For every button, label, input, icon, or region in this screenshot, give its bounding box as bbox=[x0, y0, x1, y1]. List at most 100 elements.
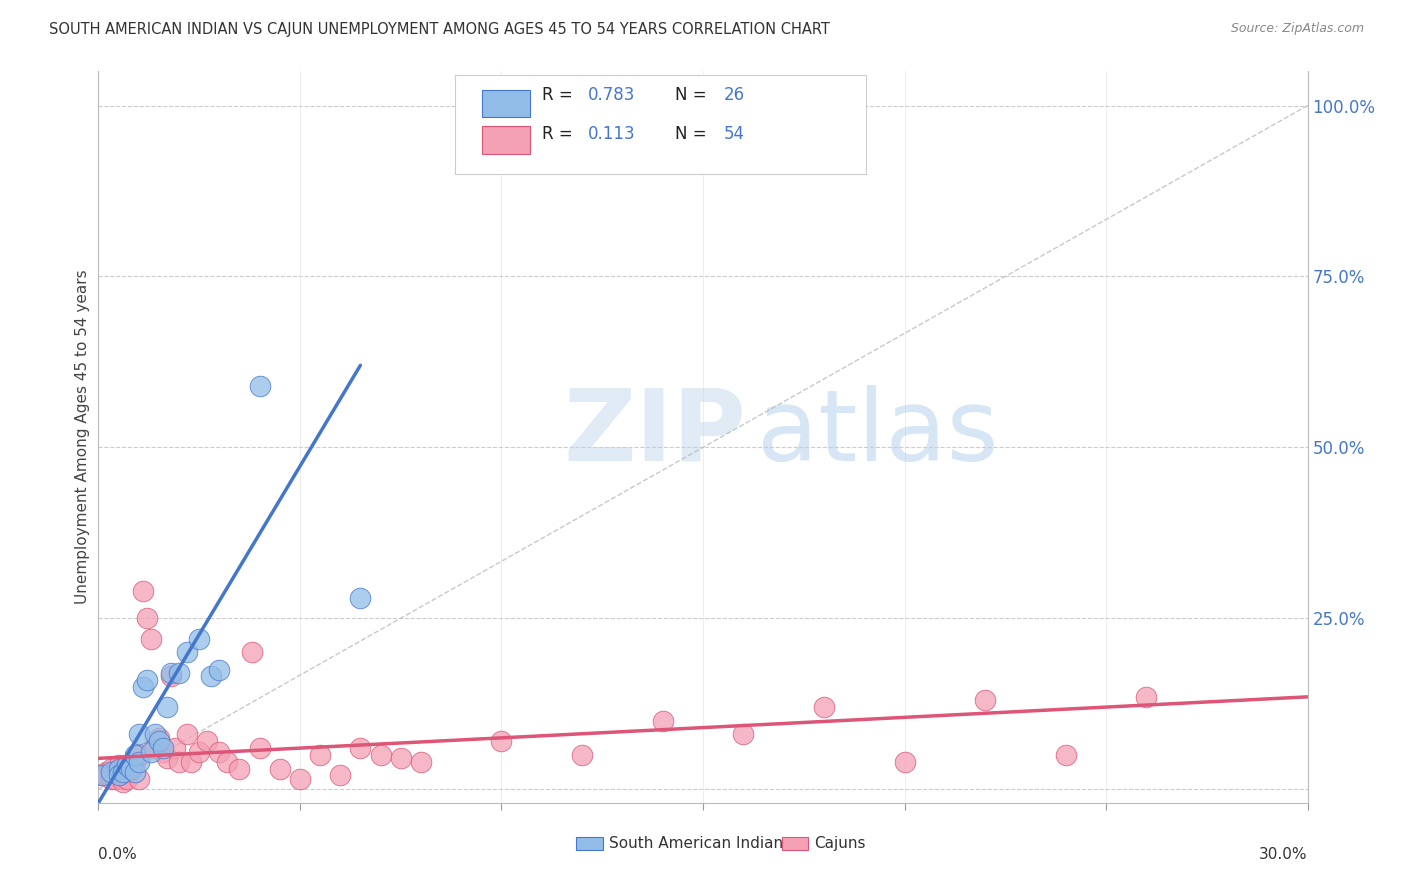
Point bbox=[135, 673, 157, 687]
Point bbox=[217, 755, 239, 769]
Text: South American Indians: South American Indians bbox=[609, 836, 790, 851]
Point bbox=[143, 741, 166, 756]
Point bbox=[329, 768, 352, 782]
Point bbox=[240, 645, 263, 659]
Point bbox=[103, 765, 125, 780]
Point bbox=[128, 772, 150, 786]
Point bbox=[176, 645, 198, 659]
Point bbox=[491, 734, 513, 748]
Text: 30.0%: 30.0% bbox=[1260, 847, 1308, 862]
Point bbox=[208, 745, 231, 759]
Point bbox=[269, 762, 291, 776]
Text: N =: N = bbox=[675, 125, 707, 143]
Point bbox=[195, 734, 218, 748]
Point bbox=[111, 772, 134, 786]
Point bbox=[389, 751, 412, 765]
Text: 0.113: 0.113 bbox=[588, 125, 636, 143]
Y-axis label: Unemployment Among Ages 45 to 54 years: Unemployment Among Ages 45 to 54 years bbox=[75, 269, 90, 605]
Point bbox=[96, 768, 118, 782]
Point bbox=[107, 762, 129, 776]
Point bbox=[571, 747, 593, 762]
Point bbox=[91, 768, 114, 782]
Text: R =: R = bbox=[543, 87, 572, 104]
Point bbox=[100, 772, 122, 786]
Point bbox=[115, 765, 138, 780]
Point bbox=[111, 765, 134, 780]
Point bbox=[974, 693, 997, 707]
Point bbox=[111, 762, 134, 776]
Point bbox=[148, 734, 170, 748]
Text: Cajuns: Cajuns bbox=[814, 836, 866, 851]
Point bbox=[152, 745, 174, 759]
Point bbox=[148, 731, 170, 745]
Point bbox=[107, 758, 129, 772]
Point bbox=[107, 768, 129, 782]
Point bbox=[893, 755, 915, 769]
Point bbox=[180, 755, 202, 769]
Point bbox=[132, 583, 155, 598]
Point bbox=[309, 747, 332, 762]
FancyBboxPatch shape bbox=[782, 838, 808, 850]
Text: atlas: atlas bbox=[758, 385, 1000, 482]
Point bbox=[208, 663, 231, 677]
Text: 26: 26 bbox=[724, 87, 745, 104]
Point bbox=[813, 700, 835, 714]
Point bbox=[115, 772, 138, 786]
Text: ZIP: ZIP bbox=[564, 385, 747, 482]
Point bbox=[124, 765, 146, 780]
Point bbox=[103, 772, 125, 786]
Point bbox=[124, 755, 146, 769]
Text: SOUTH AMERICAN INDIAN VS CAJUN UNEMPLOYMENT AMONG AGES 45 TO 54 YEARS CORRELATIO: SOUTH AMERICAN INDIAN VS CAJUN UNEMPLOYM… bbox=[49, 22, 830, 37]
Point bbox=[163, 741, 186, 756]
Point bbox=[409, 755, 432, 769]
Point bbox=[120, 758, 142, 772]
Point bbox=[143, 727, 166, 741]
Text: 54: 54 bbox=[724, 125, 745, 143]
Point bbox=[107, 768, 129, 782]
Point bbox=[96, 765, 118, 780]
Point bbox=[651, 714, 673, 728]
Point bbox=[167, 755, 190, 769]
Point bbox=[370, 747, 392, 762]
Point bbox=[200, 669, 222, 683]
Point bbox=[128, 755, 150, 769]
Point bbox=[152, 741, 174, 756]
Point bbox=[188, 745, 211, 759]
Point bbox=[91, 768, 114, 782]
Point bbox=[139, 632, 162, 646]
Point bbox=[288, 772, 311, 786]
FancyBboxPatch shape bbox=[482, 90, 530, 118]
Point bbox=[132, 680, 155, 694]
Text: 0.783: 0.783 bbox=[588, 87, 636, 104]
Text: N =: N = bbox=[675, 87, 707, 104]
Point bbox=[128, 727, 150, 741]
FancyBboxPatch shape bbox=[456, 75, 866, 174]
Point bbox=[124, 747, 146, 762]
Point bbox=[228, 762, 250, 776]
Point bbox=[100, 762, 122, 776]
Point bbox=[1135, 690, 1157, 704]
Point bbox=[349, 741, 371, 756]
Point bbox=[135, 611, 157, 625]
FancyBboxPatch shape bbox=[482, 126, 530, 154]
Point bbox=[100, 765, 122, 780]
Text: Source: ZipAtlas.com: Source: ZipAtlas.com bbox=[1230, 22, 1364, 36]
Point bbox=[156, 700, 179, 714]
Point bbox=[167, 665, 190, 680]
Text: 0.0%: 0.0% bbox=[98, 847, 138, 862]
Point bbox=[128, 747, 150, 762]
Point bbox=[160, 669, 183, 683]
FancyBboxPatch shape bbox=[576, 838, 603, 850]
Point bbox=[115, 758, 138, 772]
Point bbox=[156, 751, 179, 765]
Point bbox=[160, 665, 183, 680]
Point bbox=[176, 727, 198, 741]
Point bbox=[249, 379, 271, 393]
Point bbox=[111, 775, 134, 789]
Point bbox=[1054, 747, 1077, 762]
Point bbox=[733, 727, 755, 741]
Text: R =: R = bbox=[543, 125, 572, 143]
Point bbox=[188, 632, 211, 646]
Point bbox=[349, 591, 371, 605]
Point bbox=[249, 741, 271, 756]
